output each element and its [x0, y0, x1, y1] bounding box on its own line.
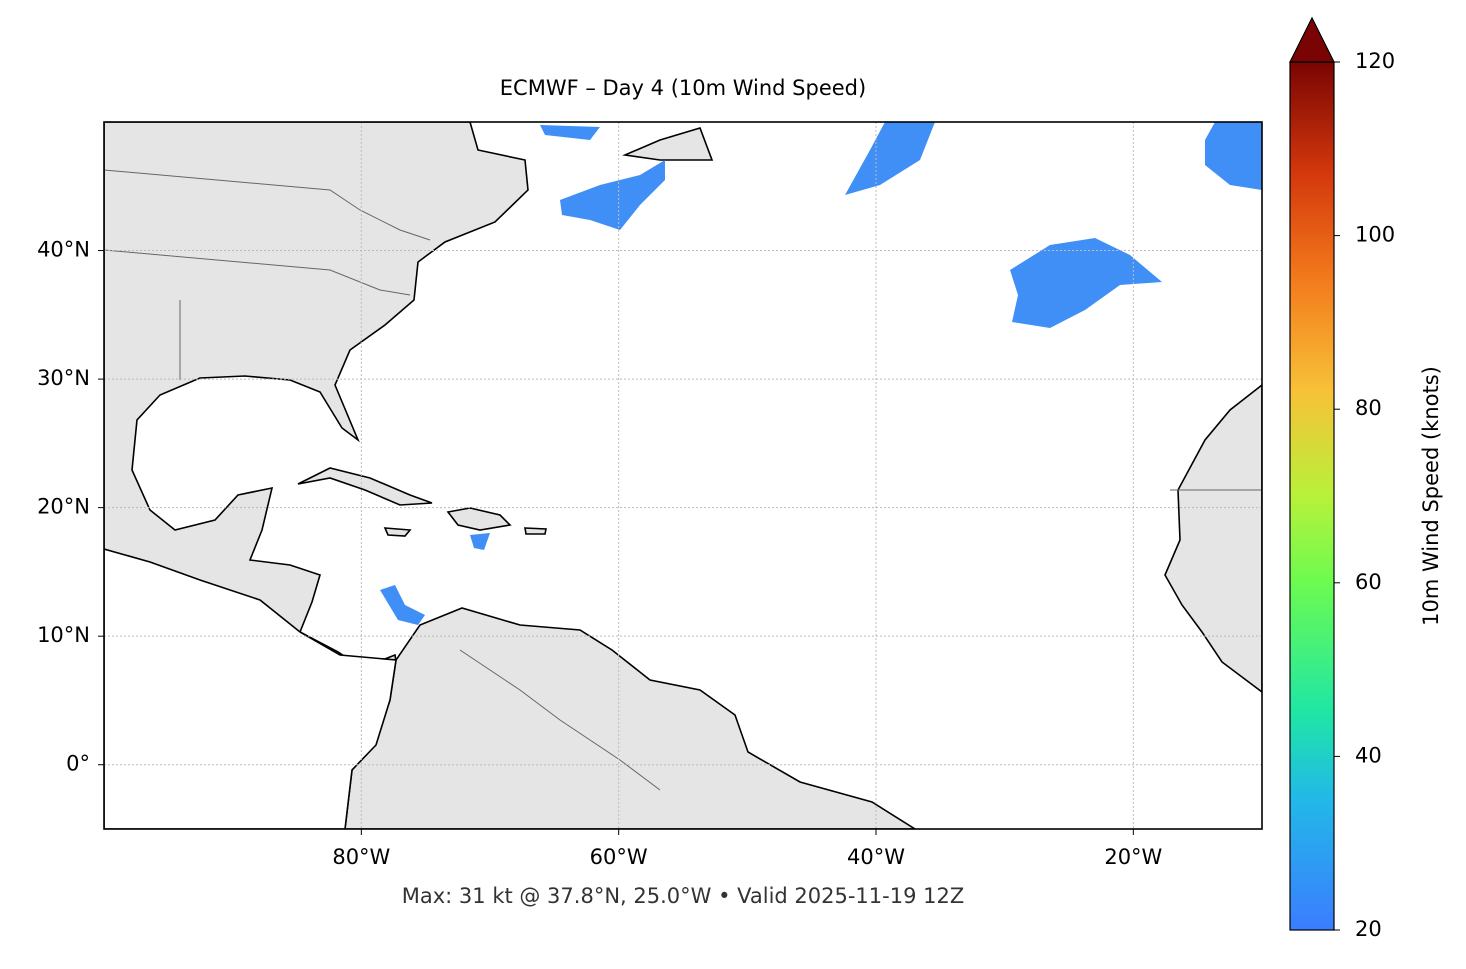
- colorbar-extension: [1289, 16, 1335, 63]
- colorbar-tick-label: 60: [1355, 570, 1382, 594]
- x-tick-label: 40°W: [847, 845, 905, 869]
- wind-area: [540, 125, 600, 140]
- colorbar-tick-label: 20: [1355, 917, 1382, 941]
- newfoundland: [622, 127, 714, 161]
- borders: [459, 649, 661, 791]
- map-frame: [103, 121, 1263, 830]
- map-area: [104, 122, 1262, 829]
- x-tick-label: 20°W: [1104, 845, 1162, 869]
- chart-title: ECMWF – Day 4 (10m Wind Speed): [500, 76, 866, 100]
- jamaica: [383, 527, 412, 537]
- pacific-gap: [104, 548, 397, 829]
- x-tick-label: 60°W: [590, 845, 648, 869]
- y-tick-label: 40°N: [37, 238, 90, 262]
- puerto-rico: [524, 527, 547, 535]
- wind-area: [380, 585, 425, 625]
- colorbar-label: 10m Wind Speed (knots): [1419, 366, 1443, 626]
- colorbar-frame: [1289, 61, 1335, 931]
- wind-area: [845, 122, 935, 195]
- wind-area: [470, 533, 490, 550]
- borders: [104, 249, 411, 296]
- cuba: [297, 467, 433, 506]
- wind-area: [560, 160, 665, 230]
- colorbar-tick-label: 100: [1355, 223, 1395, 247]
- y-tick-label: 20°N: [37, 495, 90, 519]
- wind-area: [1010, 238, 1162, 328]
- wind-area: [1205, 122, 1262, 190]
- y-tick-label: 10°N: [37, 623, 90, 647]
- borders: [104, 169, 431, 241]
- colorbar: [1290, 62, 1334, 930]
- africa: [1164, 383, 1262, 693]
- colorbar-tick-label: 120: [1355, 49, 1395, 73]
- colorbar-tick-label: 40: [1355, 743, 1382, 767]
- y-tick-label: 0°: [66, 752, 90, 776]
- x-tick-label: 80°W: [332, 845, 390, 869]
- north-america: [104, 122, 529, 691]
- colorbar-tick-label: 80: [1355, 396, 1382, 420]
- y-tick-label: 30°N: [37, 366, 90, 390]
- footer-note: Max: 31 kt @ 37.8°N, 25.0°W • Valid 2025…: [402, 884, 965, 908]
